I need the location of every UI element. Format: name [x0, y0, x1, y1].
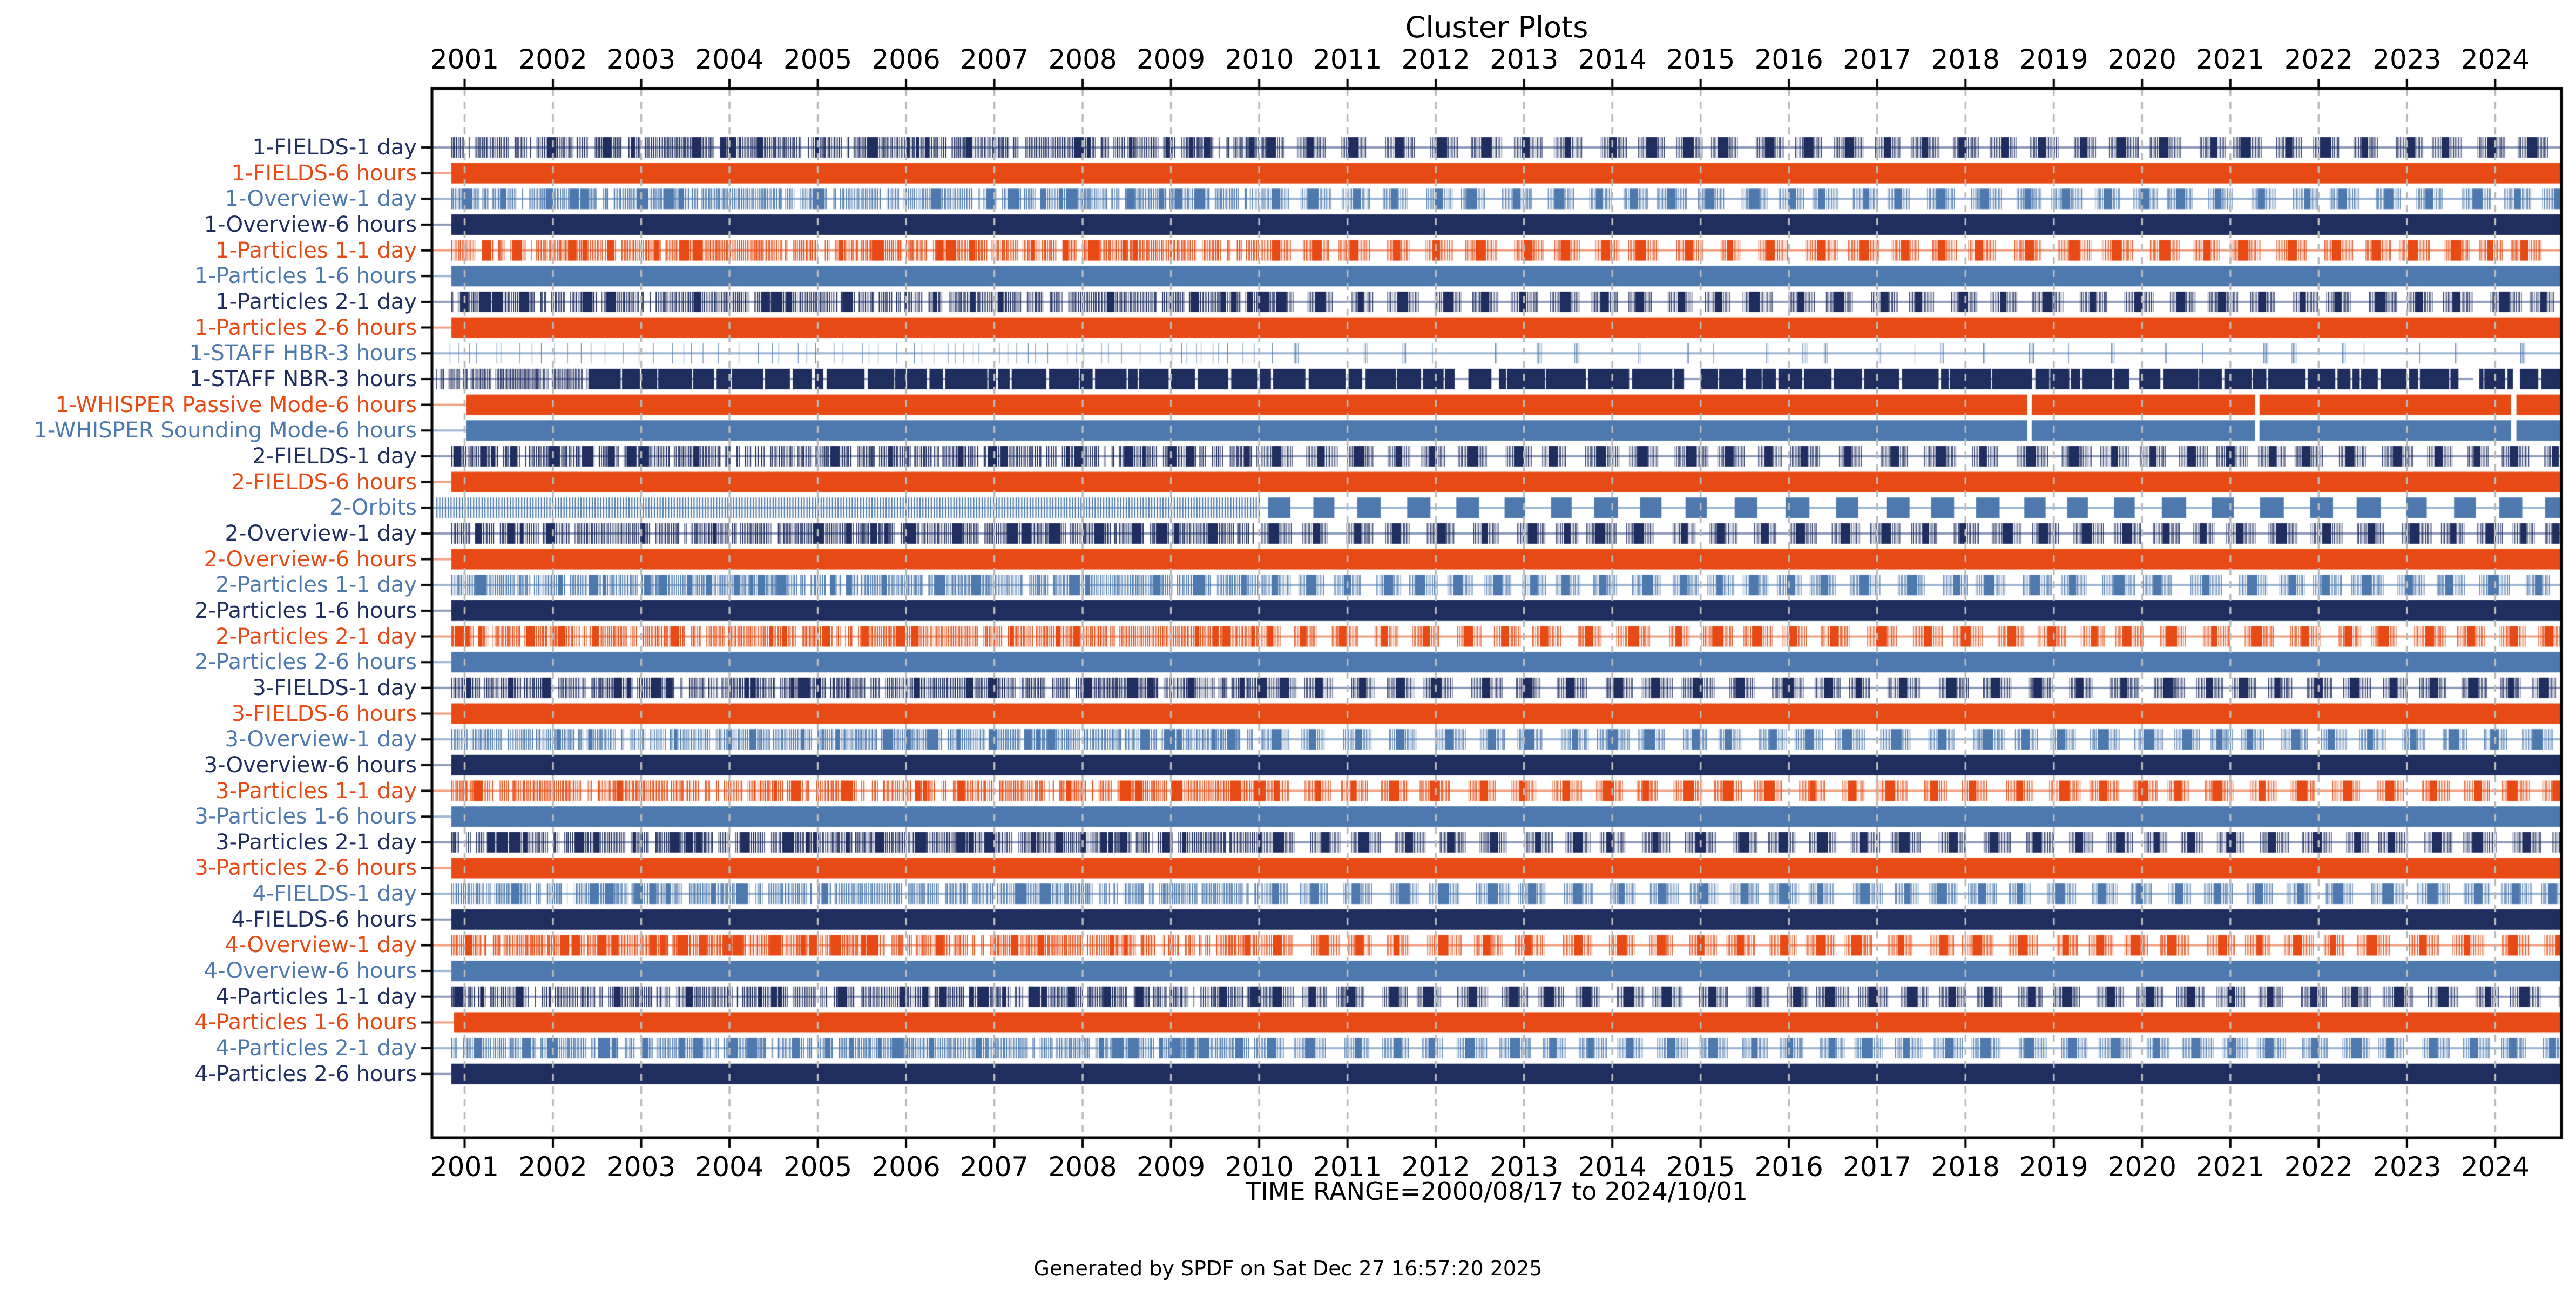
row-label: 2-FIELDS-6 hours: [231, 469, 417, 495]
bottom-year-label: 2001: [430, 1151, 499, 1183]
bottom-year-label: 2004: [695, 1151, 764, 1183]
bottom-year-label: 2005: [783, 1151, 853, 1183]
top-year-label: 2013: [1490, 44, 1559, 75]
row-label: 3-FIELDS-1 day: [252, 675, 417, 700]
row-label: 3-Overview-1 day: [225, 727, 417, 752]
top-year-label: 2005: [783, 44, 853, 75]
row-label: 1-WHISPER Sounding Mode-6 hours: [33, 418, 417, 443]
bottom-year-label: 2013: [1490, 1151, 1559, 1183]
row-label: 1-Overview-1 day: [225, 186, 417, 212]
row-label: 3-Particles 2-6 hours: [194, 855, 417, 881]
top-year-label: 2002: [518, 44, 587, 75]
bottom-year-label: 2008: [1048, 1151, 1117, 1183]
row-label: 1-Particles 1-6 hours: [194, 264, 417, 289]
row-label: 4-Overview-1 day: [225, 933, 417, 958]
top-year-label: 2014: [1578, 44, 1647, 75]
bottom-year-label: 2015: [1666, 1151, 1735, 1183]
x-axis-title: TIME RANGE=2000/08/17 to 2024/10/01: [1246, 1177, 1748, 1206]
row-label: 1-Overview-6 hours: [204, 212, 417, 237]
top-year-label: 2024: [2460, 44, 2530, 75]
top-year-label: 2011: [1313, 44, 1382, 75]
bottom-year-label: 2020: [2107, 1151, 2176, 1183]
row-label: 1-STAFF NBR-3 hours: [189, 366, 417, 392]
row-label: 4-Particles 1-6 hours: [194, 1010, 417, 1035]
row-label: 4-FIELDS-1 day: [252, 881, 417, 907]
row-label: 2-Particles 2-6 hours: [194, 650, 417, 675]
bottom-year-label: 2011: [1313, 1151, 1382, 1183]
top-year-label: 2017: [1843, 44, 1912, 75]
top-year-label: 2019: [2019, 44, 2088, 75]
top-year-label: 2020: [2107, 44, 2176, 75]
row-label: 2-Particles 2-1 day: [215, 624, 417, 649]
top-year-label: 2023: [2372, 44, 2442, 75]
bottom-year-label: 2019: [2019, 1151, 2088, 1183]
footer-generated-note: Generated by SPDF on Sat Dec 27 16:57:20…: [1033, 1257, 1543, 1280]
row-label: 2-Overview-1 day: [225, 521, 417, 546]
top-year-label: 2015: [1666, 44, 1735, 75]
row-label: 4-Particles 2-1 day: [215, 1036, 417, 1061]
bottom-year-label: 2014: [1578, 1151, 1647, 1183]
row-label: 1-Particles 1-1 day: [215, 238, 417, 263]
row-label: 3-Overview-6 hours: [204, 752, 417, 778]
row-label: 3-Particles 2-1 day: [215, 829, 417, 855]
top-year-label: 2021: [2196, 44, 2265, 75]
bottom-year-label: 2024: [2460, 1151, 2530, 1183]
row-label: 2-FIELDS-1 day: [252, 443, 417, 469]
bottom-year-label: 2010: [1225, 1151, 1294, 1183]
top-year-label: 2007: [959, 44, 1029, 75]
top-year-label: 2004: [695, 44, 764, 75]
row-label: 1-FIELDS-1 day: [252, 135, 417, 160]
bottom-year-label: 2021: [2196, 1151, 2265, 1183]
bottom-year-label: 2007: [959, 1151, 1029, 1183]
chart-title: Cluster Plots: [1405, 10, 1588, 44]
row-label: 4-FIELDS-6 hours: [231, 907, 417, 932]
row-label: 1-FIELDS-6 hours: [231, 160, 417, 186]
top-year-label: 2001: [430, 44, 499, 75]
top-year-label: 2006: [871, 44, 941, 75]
top-year-label: 2018: [1931, 44, 2000, 75]
row-label: 4-Overview-6 hours: [204, 959, 417, 984]
row-label: 1-STAFF HBR-3 hours: [189, 341, 417, 366]
row-label: 2-Orbits: [329, 495, 417, 521]
bottom-year-label: 2009: [1137, 1151, 1206, 1183]
top-year-label: 2009: [1137, 44, 1206, 75]
row-label: 2-Particles 1-1 day: [215, 572, 417, 598]
bottom-year-label: 2023: [2372, 1151, 2442, 1183]
row-label: 2-Overview-6 hours: [204, 546, 417, 572]
row-label: 3-Particles 1-1 day: [215, 778, 417, 804]
top-year-label: 2016: [1754, 44, 1823, 75]
row-label: 3-FIELDS-6 hours: [231, 701, 417, 726]
top-year-label: 2012: [1401, 44, 1470, 75]
bottom-year-label: 2022: [2284, 1151, 2353, 1183]
top-year-label: 2022: [2284, 44, 2353, 75]
bottom-year-label: 2018: [1931, 1151, 2000, 1183]
bottom-year-label: 2012: [1401, 1151, 1470, 1183]
bottom-year-label: 2006: [871, 1151, 941, 1183]
row-label: 3-Particles 1-6 hours: [194, 804, 417, 829]
top-year-label: 2010: [1225, 44, 1294, 75]
top-year-label: 2008: [1048, 44, 1117, 75]
row-label: 4-Particles 2-6 hours: [194, 1061, 417, 1086]
row-label: 4-Particles 1-1 day: [215, 984, 417, 1009]
bottom-year-label: 2016: [1754, 1151, 1823, 1183]
row-label: 2-Particles 1-6 hours: [194, 598, 417, 623]
bottom-year-label: 2002: [518, 1151, 587, 1183]
top-year-label: 2003: [606, 44, 676, 75]
bottom-year-label: 2017: [1843, 1151, 1912, 1183]
row-label: 1-Particles 2-1 day: [215, 289, 417, 314]
row-label: 1-WHISPER Passive Mode-6 hours: [55, 392, 417, 417]
row-label: 1-Particles 2-6 hours: [194, 315, 417, 340]
bottom-year-label: 2003: [606, 1151, 676, 1183]
